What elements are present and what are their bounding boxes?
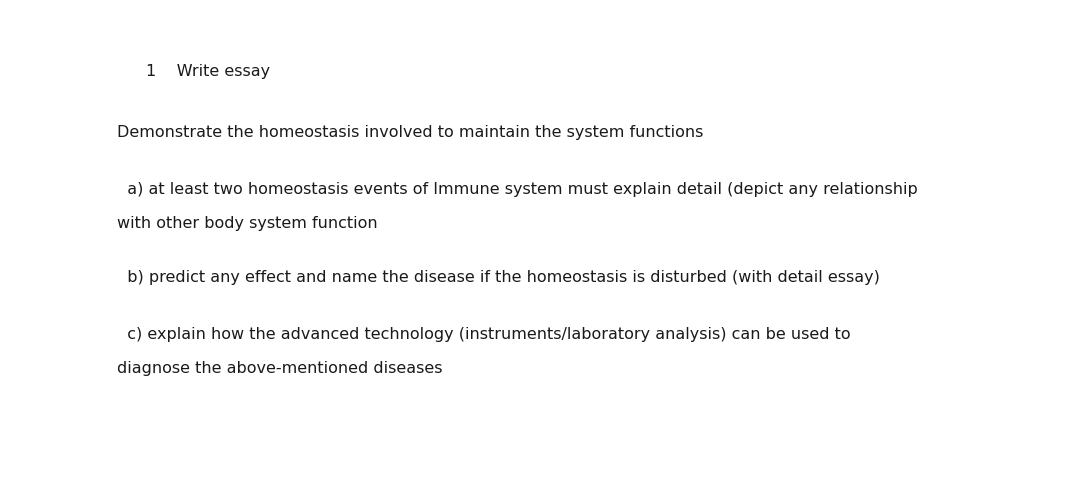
Text: a) at least two homeostasis events of Immune system must explain detail (depict : a) at least two homeostasis events of Im… bbox=[117, 182, 918, 197]
Text: diagnose the above-mentioned diseases: diagnose the above-mentioned diseases bbox=[117, 362, 443, 376]
Text: c) explain how the advanced technology (instruments/laboratory analysis) can be : c) explain how the advanced technology (… bbox=[117, 327, 851, 342]
Text: b) predict any effect and name the disease if the homeostasis is disturbed (with: b) predict any effect and name the disea… bbox=[117, 271, 880, 285]
Text: Demonstrate the homeostasis involved to maintain the system functions: Demonstrate the homeostasis involved to … bbox=[117, 125, 703, 140]
Text: 1    Write essay: 1 Write essay bbox=[146, 64, 270, 79]
Text: with other body system function: with other body system function bbox=[117, 216, 378, 231]
